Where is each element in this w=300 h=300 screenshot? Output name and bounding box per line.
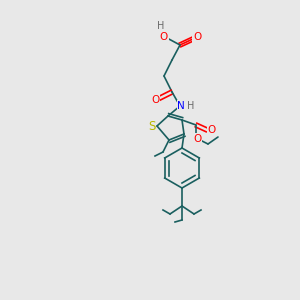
Text: O: O: [193, 134, 201, 144]
Text: O: O: [151, 95, 159, 105]
Text: O: O: [208, 125, 216, 135]
Text: N: N: [177, 101, 185, 111]
Text: O: O: [193, 32, 201, 42]
Text: H: H: [187, 101, 195, 111]
Text: O: O: [160, 32, 168, 42]
Text: H: H: [157, 21, 165, 31]
Text: S: S: [148, 119, 156, 133]
